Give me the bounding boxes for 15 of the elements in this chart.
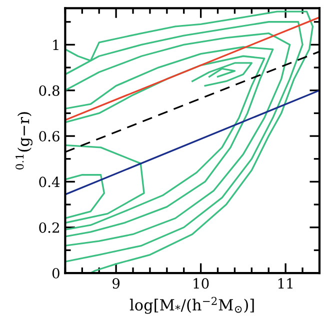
y-tick-label: 0.4	[39, 176, 60, 188]
x-tick-label: 9	[112, 278, 120, 289]
line-series	[65, 32, 291, 246]
y-tick-label: 0.2	[39, 222, 59, 233]
x-axis-title: log[M$_{*}$/(h$^{−2}$M$_{⊙}$)]	[130, 296, 254, 314]
x-tick-label: 11	[278, 278, 292, 288]
line-series	[65, 144, 145, 224]
line-series	[192, 62, 253, 87]
line-series	[65, 174, 106, 220]
x-tick-label: 10	[194, 278, 209, 289]
y-tick-label: 0.8	[39, 85, 60, 96]
y-axis-title: $^{0.1}$(g−r)	[16, 112, 32, 170]
y-tick-label: 0.6	[39, 131, 60, 142]
y-tick-label: 0	[52, 268, 60, 279]
y-tick-label: 1	[53, 40, 58, 50]
